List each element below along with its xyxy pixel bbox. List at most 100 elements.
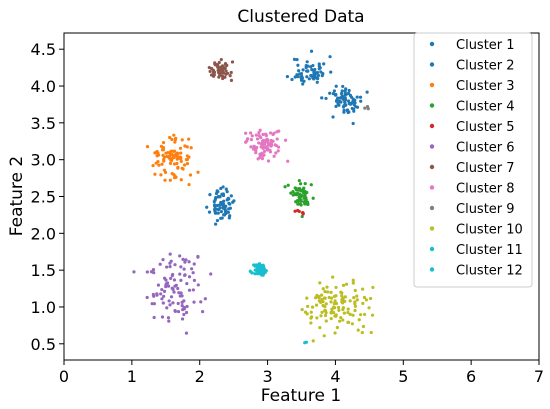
data-point [319, 300, 323, 304]
legend-label: Cluster 9 [456, 202, 515, 217]
y-tick-label: 4.5 [31, 40, 56, 59]
data-point [254, 133, 258, 137]
data-point [316, 73, 321, 78]
data-point [188, 173, 193, 177]
data-point [333, 299, 337, 303]
data-point [331, 92, 335, 96]
data-point [271, 132, 275, 137]
data-point [355, 95, 359, 99]
data-point [169, 158, 173, 162]
data-point [311, 196, 315, 200]
data-point [185, 304, 189, 309]
data-point [300, 307, 304, 312]
data-point [326, 290, 330, 294]
chart-title: Clustered Data [237, 7, 364, 27]
data-point [182, 267, 186, 271]
data-point [309, 49, 314, 53]
data-point [207, 210, 212, 214]
data-point [305, 296, 309, 300]
data-point [187, 275, 192, 279]
data-point [350, 322, 354, 326]
data-point [320, 293, 324, 297]
data-point [358, 95, 363, 99]
data-point [311, 339, 315, 343]
data-point [211, 74, 216, 78]
data-point [306, 200, 310, 204]
y-axis-label: Feature 2 [7, 156, 27, 236]
data-point [224, 204, 228, 208]
data-point [145, 145, 150, 149]
data-point [179, 159, 183, 163]
data-point [164, 285, 168, 289]
data-point [364, 298, 368, 302]
data-point [351, 313, 355, 317]
data-point [368, 296, 373, 301]
data-point [317, 67, 321, 71]
data-point [176, 309, 181, 314]
data-point [205, 205, 209, 209]
data-point [152, 294, 156, 298]
data-point [283, 185, 287, 189]
data-point [369, 330, 373, 335]
data-point [170, 137, 174, 142]
data-point [185, 157, 189, 162]
data-point [213, 61, 217, 65]
data-point [159, 173, 163, 177]
data-point [320, 297, 324, 301]
x-axis: 0 1 2 3 4 5 6 7 [59, 360, 544, 386]
data-point [216, 211, 220, 215]
data-point [299, 198, 303, 202]
data-point [244, 131, 248, 135]
data-point [172, 149, 177, 153]
data-point [339, 91, 344, 96]
data-point [333, 306, 337, 310]
data-point [220, 74, 225, 78]
legend-label: Cluster 2 [456, 59, 515, 74]
data-point [305, 75, 309, 79]
data-point [214, 222, 218, 226]
data-point [337, 99, 342, 103]
data-point [155, 292, 159, 296]
data-point [187, 182, 191, 187]
data-point [191, 288, 195, 292]
data-point [152, 302, 156, 306]
data-point [335, 325, 339, 330]
data-point [328, 91, 332, 95]
legend-marker [429, 103, 435, 108]
data-point [179, 278, 183, 283]
data-point [171, 301, 175, 305]
data-point [225, 198, 229, 202]
data-point [355, 105, 360, 109]
data-point [330, 296, 334, 300]
data-point [165, 154, 169, 159]
data-point [162, 289, 167, 294]
data-point [214, 195, 218, 200]
data-point [348, 93, 353, 98]
data-point [260, 157, 264, 161]
data-point [192, 278, 197, 282]
data-point [250, 134, 254, 138]
data-point [319, 314, 323, 318]
data-point [173, 153, 178, 157]
data-point [218, 69, 222, 73]
data-point [292, 193, 296, 197]
data-point [305, 312, 309, 316]
data-point [300, 211, 305, 215]
data-point [264, 144, 268, 149]
data-point [218, 203, 222, 207]
data-point [340, 297, 344, 302]
data-point [329, 290, 333, 294]
data-point [264, 133, 268, 138]
data-point [300, 76, 305, 80]
data-point [333, 331, 337, 335]
data-point [334, 104, 338, 108]
legend-label: Cluster 3 [456, 79, 515, 94]
data-point [187, 155, 191, 159]
data-point [314, 303, 319, 307]
data-point [261, 267, 265, 271]
data-point [328, 55, 332, 59]
legend-label: Cluster 5 [456, 120, 515, 135]
y-tick-label: 4.0 [31, 77, 56, 96]
y-tick-label: 2.0 [31, 224, 56, 243]
data-point [357, 318, 361, 322]
